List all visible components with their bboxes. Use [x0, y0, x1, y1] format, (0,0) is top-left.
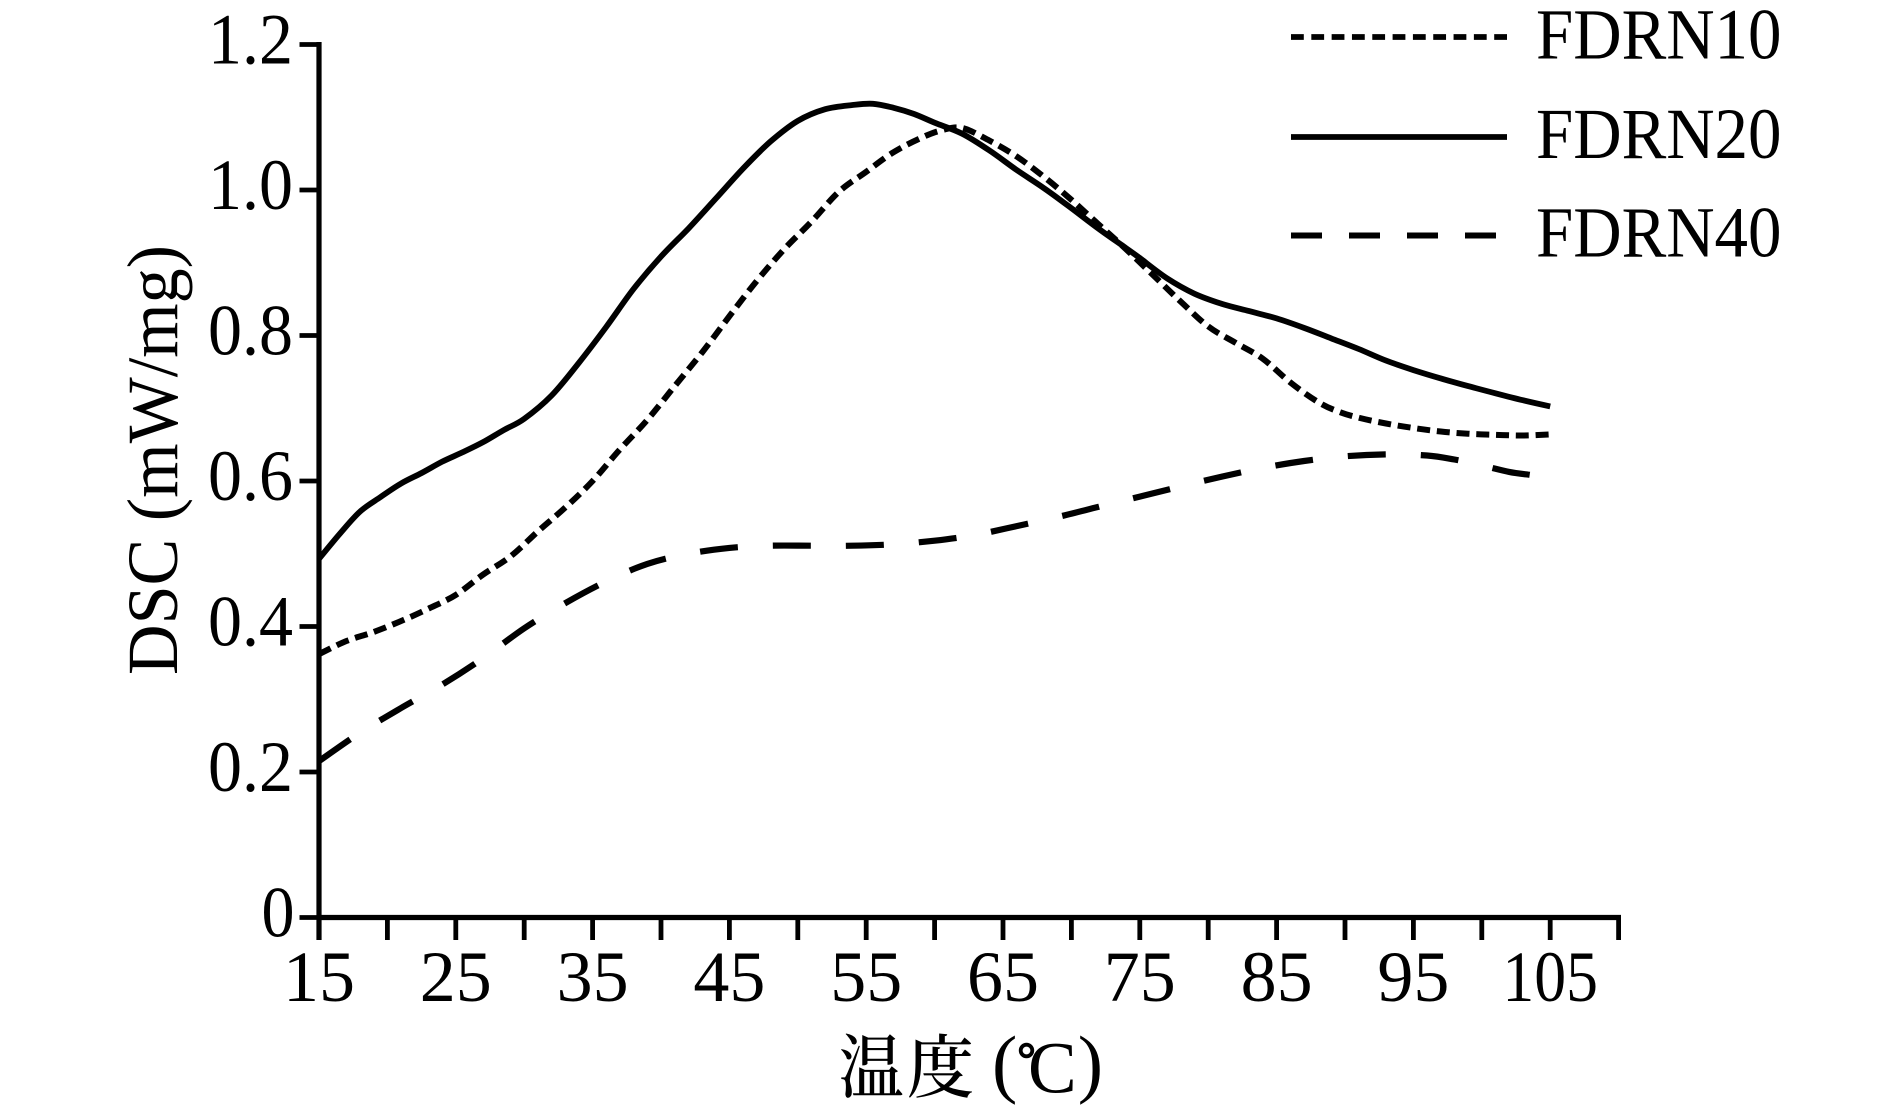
svg-text:95: 95: [1377, 937, 1449, 1017]
svg-text:FDRN10: FDRN10: [1536, 0, 1782, 74]
svg-text:1.0: 1.0: [208, 145, 293, 225]
svg-text:0: 0: [262, 873, 295, 953]
svg-text:65: 65: [967, 937, 1039, 1017]
svg-text:C: C: [1028, 1027, 1077, 1108]
svg-text:0.2: 0.2: [208, 727, 293, 807]
svg-text:0.8: 0.8: [208, 291, 293, 371]
svg-text:85: 85: [1241, 937, 1313, 1017]
svg-text:75: 75: [1104, 937, 1176, 1017]
svg-text:105: 105: [1502, 937, 1598, 1017]
svg-text:45: 45: [693, 937, 765, 1017]
svg-text:0.6: 0.6: [208, 436, 293, 516]
svg-text:FDRN40: FDRN40: [1536, 193, 1782, 273]
svg-text:55: 55: [830, 937, 902, 1017]
svg-text:(: (: [992, 1021, 1017, 1105]
svg-text:DSC (mW/mg): DSC (mW/mg): [113, 245, 193, 675]
svg-text:25: 25: [420, 937, 492, 1017]
svg-text:1.2: 1.2: [208, 0, 293, 80]
svg-text:): ): [1078, 1021, 1103, 1105]
svg-text:0.4: 0.4: [208, 582, 293, 662]
svg-text:15: 15: [283, 937, 355, 1017]
svg-text:FDRN20: FDRN20: [1536, 94, 1782, 174]
svg-text:35: 35: [557, 937, 629, 1017]
